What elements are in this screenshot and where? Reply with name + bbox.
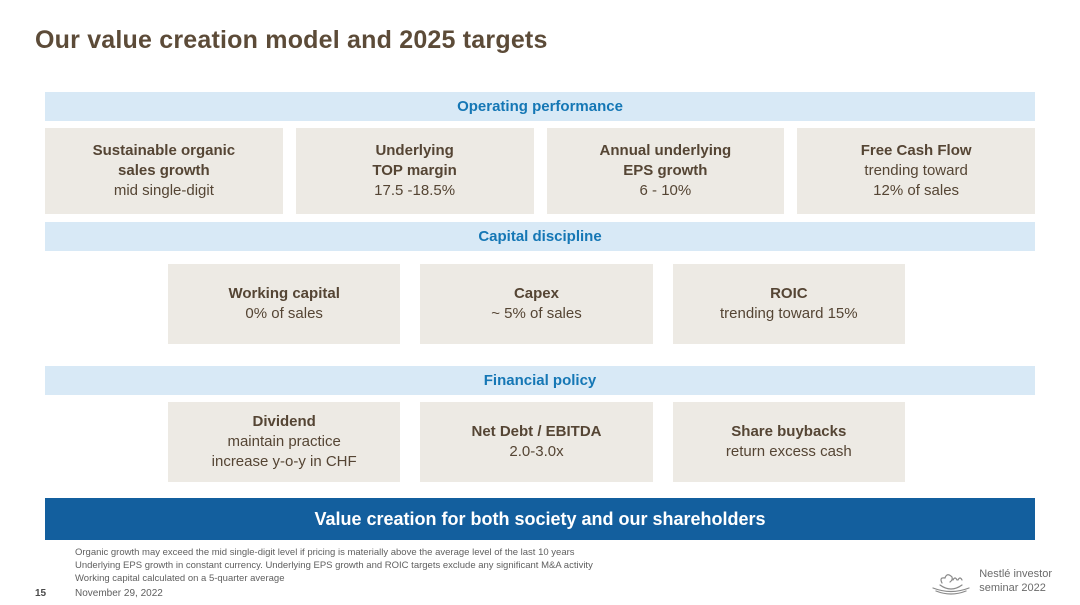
box-title: Working capital — [228, 285, 340, 303]
page-number: 15 — [35, 588, 47, 599]
box-title: Capex — [513, 285, 559, 303]
box-subtitle: trending toward 15% — [720, 305, 858, 322]
footnote: Underlying EPS growth in constant curren… — [75, 559, 593, 571]
box-subtitle: maintain practice increase y-o-y in CHF — [211, 433, 357, 470]
slide-date: November 29, 2022 — [75, 588, 163, 599]
section-header-label: Operating performance — [457, 98, 623, 115]
box-subtitle: trending toward 12% of sales — [864, 162, 968, 199]
box-title: Sustainable organic sales growth — [92, 142, 236, 180]
box-subtitle: 6 - 10% — [639, 181, 692, 199]
section-header-financial-policy: Financial policy — [45, 366, 1035, 395]
slide-title: Our value creation model and 2025 target… — [35, 26, 548, 54]
box-subtitle: mid single-digit — [113, 181, 214, 199]
box-subtitle: return excess cash — [725, 443, 852, 460]
capital-discipline-boxes: Working capital 0% of sales Capex ~ 5% o… — [168, 264, 905, 344]
box-title: Annual underlying EPS growth — [599, 142, 732, 180]
footnote: Working capital calculated on a 5-quarte… — [75, 572, 285, 584]
target-box-dividend: Dividend maintain practice increase y-o-… — [168, 402, 401, 482]
box-title: Free Cash Flow — [860, 142, 972, 160]
section-header-label: Financial policy — [483, 372, 597, 389]
value-creation-banner: Value creation for both society and our … — [45, 498, 1035, 540]
banner-label: Value creation for both society and our … — [314, 508, 766, 529]
operating-performance-boxes: Sustainable organic sales growth mid sin… — [45, 128, 1035, 214]
target-box-roic: ROIC trending toward 15% — [672, 264, 905, 344]
nestle-logo-icon — [932, 574, 970, 595]
footnote: Organic growth may exceed the mid single… — [75, 547, 575, 558]
target-box-net-debt-ebitda: Net Debt / EBITDA 2.0-3.0x — [420, 402, 653, 482]
target-box-capex: Capex ~ 5% of sales — [420, 264, 653, 344]
section-header-capital-discipline: Capital discipline — [45, 222, 1035, 251]
section-header-operating-performance: Operating performance — [45, 92, 1035, 121]
footnotes: Organic growth may exceed the mid single… — [75, 547, 593, 585]
box-subtitle: 2.0-3.0x — [509, 443, 564, 460]
box-title: ROIC — [770, 285, 808, 303]
box-title: Dividend — [252, 413, 316, 431]
box-subtitle: 0% of sales — [245, 305, 323, 322]
target-box-top-margin: Underlying TOP margin 17.5 -18.5% — [295, 128, 534, 214]
box-subtitle: 17.5 -18.5% — [374, 181, 456, 199]
target-box-working-capital: Working capital 0% of sales — [168, 264, 401, 344]
logo-text: Nestlé investor seminar 2022 — [979, 568, 1052, 594]
target-box-organic-sales-growth: Sustainable organic sales growth mid sin… — [45, 128, 283, 214]
box-subtitle: ~ 5% of sales — [491, 305, 582, 322]
box-title: Underlying TOP margin — [372, 142, 457, 180]
section-header-label: Capital discipline — [478, 228, 602, 245]
logo-block: Nestlé investor seminar 2022 — [931, 568, 1052, 596]
financial-policy-boxes: Dividend maintain practice increase y-o-… — [168, 402, 905, 482]
target-box-eps-growth: Annual underlying EPS growth 6 - 10% — [546, 128, 785, 214]
target-box-share-buybacks: Share buybacks return excess cash — [672, 402, 905, 482]
box-title: Net Debt / EBITDA — [471, 423, 602, 441]
target-box-free-cash-flow: Free Cash Flow trending toward 12% of sa… — [797, 128, 1035, 214]
box-title: Share buybacks — [731, 423, 847, 441]
